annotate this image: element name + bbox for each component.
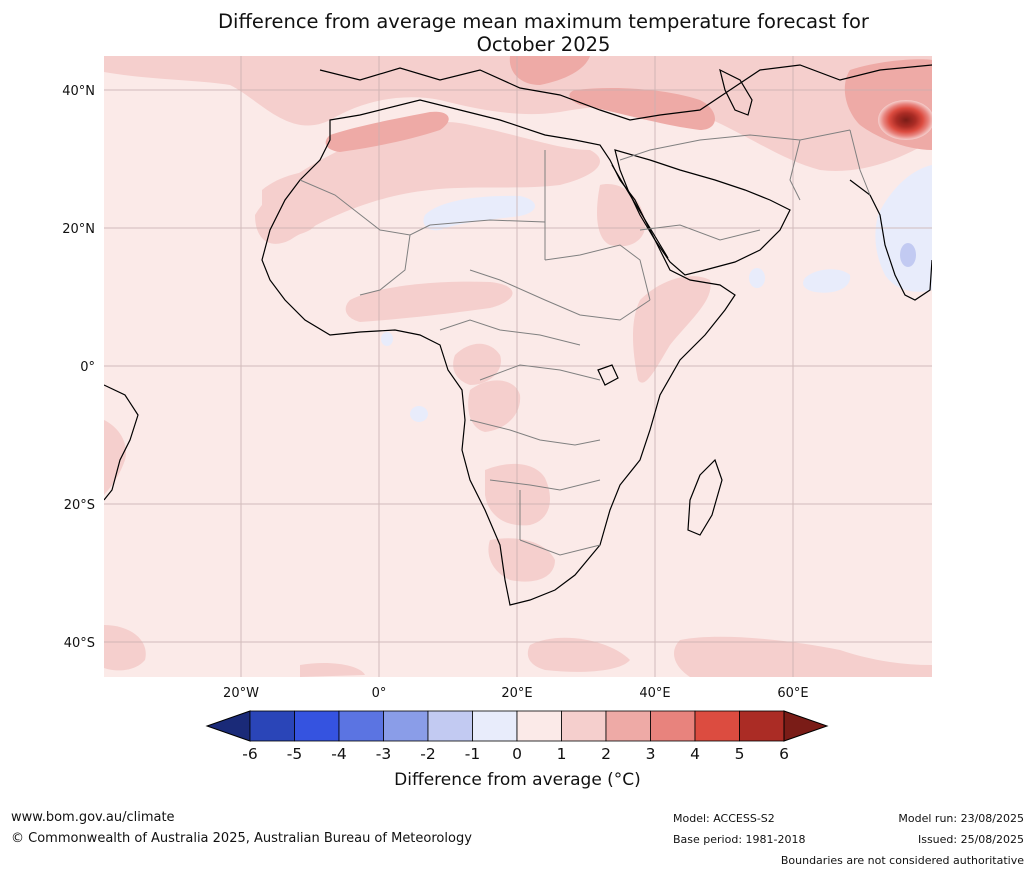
footer-disclaimer: Boundaries are not considered authoritat… — [780, 854, 1024, 867]
arabia-coastline — [614, 149, 791, 276]
anomaly-neg-bay — [900, 243, 916, 267]
footer-model-run: Model run: 23/08/2025 — [898, 812, 1024, 825]
footer-url: www.bom.gov.au/climate — [11, 810, 175, 825]
lat-label-20s: 20°S — [64, 498, 95, 513]
colorbar-segment — [650, 710, 696, 742]
colorbar-segment — [561, 710, 607, 742]
colorbar-tick-label: -4 — [331, 745, 346, 763]
colorbar-segment — [739, 710, 785, 742]
colorbar-segment — [694, 710, 740, 742]
anomaly-neg-ocean-1 — [381, 332, 393, 346]
footer-copyright: © Commonwealth of Australia 2025, Austra… — [11, 831, 472, 846]
colorbar-tick-label: 4 — [690, 745, 700, 763]
map-title: Difference from average mean maximum tem… — [0, 10, 1035, 56]
lon-label-60e: 60°E — [777, 686, 808, 701]
anomaly-2-3-balkans — [509, 56, 590, 85]
title-line-2: October 2025 — [476, 33, 611, 56]
anomaly-1-2-south — [488, 538, 555, 582]
anomaly-1-2-sahel — [345, 281, 513, 322]
colorbar-segment — [516, 710, 562, 742]
coastlines — [104, 64, 932, 606]
colorbar-segment — [472, 710, 518, 742]
footer-base-period: Base period: 1981-2018 — [673, 833, 806, 846]
colorbar: -6 -5 -4 -3 -2 -1 0 1 2 3 4 5 6 — [205, 710, 829, 763]
lon-label-20w: 20°W — [223, 686, 259, 701]
colorbar-tick-label: 1 — [557, 745, 567, 763]
colorbar-title: Difference from average (°C) — [394, 770, 641, 790]
colorbar-tick-label: 0 — [512, 745, 522, 763]
colorbar-extend-high — [783, 710, 829, 742]
colorbar-tick-label: 2 — [601, 745, 611, 763]
footer-model: Model: ACCESS-S2 — [673, 812, 775, 825]
lake-victoria-coastline — [597, 364, 619, 386]
anomaly-1-2-mediterranean — [104, 56, 932, 171]
anomaly-neg-arabian-sea — [803, 269, 851, 293]
madagascar-coastline — [687, 458, 723, 536]
colorbar-segment — [338, 710, 384, 742]
anomaly-contours — [104, 56, 932, 677]
colorbar-extend-low — [205, 710, 251, 742]
colorbar-segment — [427, 710, 473, 742]
colorbar-segment — [605, 710, 651, 742]
country-borders — [299, 129, 871, 556]
anomaly-1-2-north-africa — [255, 121, 600, 244]
india-coastline — [849, 179, 932, 301]
anomaly-1-2-south-ocean-3 — [674, 636, 932, 677]
anomaly-1-2-south-ocean-1 — [104, 625, 146, 671]
lon-label-40e: 40°E — [639, 686, 670, 701]
anomaly-1-2-west-coast — [104, 420, 126, 495]
anomaly-neg-madagascar-side — [749, 268, 765, 288]
colorbar-tick-label: -6 — [242, 745, 257, 763]
lon-label-0: 0° — [372, 686, 387, 701]
lat-label-20n: 20°N — [62, 222, 95, 237]
lat-label-0: 0° — [80, 360, 95, 375]
colorbar-tick-label: 5 — [735, 745, 745, 763]
europe-coastline — [319, 64, 932, 121]
colorbar-tick-label: -3 — [376, 745, 391, 763]
lat-label-40s: 40°S — [64, 636, 95, 651]
colorbar-tick-label: -2 — [420, 745, 435, 763]
colorbar-tick-label: -1 — [465, 745, 480, 763]
colorbar-tick-label: -5 — [287, 745, 302, 763]
colorbar-segment — [383, 710, 429, 742]
anomaly-1-2-south-ocean-4 — [300, 663, 365, 677]
anomaly-neg-sahara — [423, 195, 535, 231]
south-america-coastline — [104, 384, 139, 501]
red-sea-coastline — [611, 164, 669, 259]
colorbar-segment — [294, 710, 340, 742]
anomaly-1-2-congo — [453, 343, 501, 385]
grid-lines — [104, 56, 932, 677]
anomaly-2-3-algeria — [325, 111, 449, 152]
colorbar-tick-label: 3 — [646, 745, 656, 763]
anomaly-1-2-horn — [633, 276, 711, 383]
footer-issued: Issued: 25/08/2025 — [917, 833, 1024, 846]
colorbar-tick-label: 6 — [779, 745, 789, 763]
anomaly-neg-ocean-2 — [410, 406, 428, 422]
anomaly-1-2-south-ocean-2 — [527, 637, 630, 672]
lat-label-40n: 40°N — [62, 84, 95, 99]
anomaly-1-2-central — [468, 380, 521, 432]
anomaly-2-3-turkey — [569, 88, 715, 130]
colorbar-segment — [249, 710, 295, 742]
caspian-coastline — [719, 68, 753, 116]
lon-label-20e: 20°E — [501, 686, 532, 701]
anomaly-hotspot — [878, 100, 932, 140]
title-line-1: Difference from average mean maximum tem… — [218, 10, 869, 33]
